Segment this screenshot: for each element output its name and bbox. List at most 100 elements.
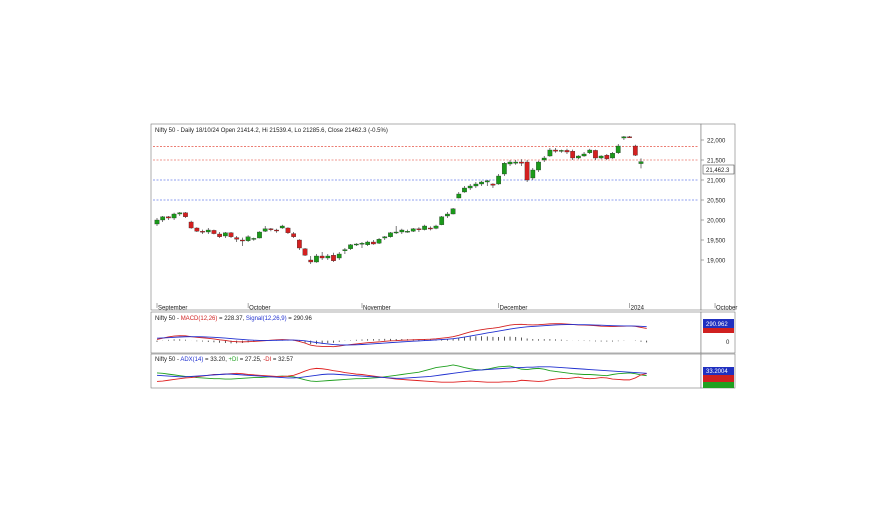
candle-body-44 bbox=[405, 231, 410, 233]
candle-body-6 bbox=[188, 221, 194, 229]
candle-body-22 bbox=[279, 225, 285, 229]
candle-body-70 bbox=[553, 149, 558, 152]
chart-title: Nifty 50 - Daily 18/10/24 Open 21414.2, … bbox=[155, 128, 388, 134]
candle-body-27 bbox=[308, 259, 314, 263]
adx-title-prefix: Nifty 50 - bbox=[155, 357, 180, 363]
candle-body-34 bbox=[348, 244, 353, 249]
y-tick-label-0: 22,000 bbox=[707, 139, 726, 145]
candle-body-49 bbox=[433, 225, 439, 229]
macd-title-value: = 228.37, bbox=[217, 316, 246, 322]
candle-body-30 bbox=[325, 255, 331, 259]
macd-value-tag bbox=[703, 319, 734, 328]
candle-body-83 bbox=[627, 136, 632, 138]
candle-body-65 bbox=[524, 161, 530, 181]
pdi-title-value: = 27.25, bbox=[238, 357, 263, 363]
candle-body-58 bbox=[484, 180, 490, 183]
candle-body-2 bbox=[166, 216, 171, 219]
candle-body-1 bbox=[160, 216, 166, 221]
candle-body-39 bbox=[376, 239, 382, 244]
candle-body-46 bbox=[416, 228, 422, 230]
pdi-title-name: +DI bbox=[229, 357, 239, 363]
candle-body-76 bbox=[587, 149, 593, 153]
y-tick-label-6: 19,000 bbox=[707, 259, 726, 265]
candle-body-13 bbox=[228, 232, 234, 237]
signal-title-value: = 290.96 bbox=[287, 316, 313, 322]
candle-body-59 bbox=[490, 183, 496, 186]
mdi-line bbox=[156, 367, 647, 383]
candle-body-85 bbox=[638, 161, 644, 164]
mdi-title-value: = 32.57 bbox=[271, 357, 294, 363]
candle-body-19 bbox=[262, 228, 268, 232]
y-tick-label-4: 20,000 bbox=[707, 219, 726, 225]
candle-body-74 bbox=[576, 155, 581, 159]
price-axis-frame bbox=[700, 123, 736, 311]
candle-body-25 bbox=[297, 239, 302, 249]
candle-body-54 bbox=[462, 187, 467, 193]
candle-body-16 bbox=[245, 236, 251, 241]
x-tick-label-1: October bbox=[249, 306, 270, 312]
last-price-tag bbox=[702, 164, 735, 175]
candle-body-60 bbox=[496, 175, 501, 185]
candle-body-0 bbox=[154, 219, 160, 225]
candle-body-8 bbox=[200, 231, 205, 233]
candle-body-69 bbox=[547, 149, 553, 157]
candle-body-62 bbox=[507, 161, 513, 165]
candle-body-78 bbox=[598, 155, 604, 159]
candle-body-20 bbox=[268, 228, 274, 230]
candle-body-79 bbox=[604, 155, 610, 159]
svg-text:Nifty 50 - MACD(12,26) = 228.3: Nifty 50 - MACD(12,26) = 228.37, Signal(… bbox=[155, 316, 312, 322]
pdi-line bbox=[156, 364, 647, 382]
candle-body-36 bbox=[359, 243, 365, 245]
candle-body-17 bbox=[251, 238, 257, 240]
candle-body-53 bbox=[456, 193, 462, 199]
candle-body-15 bbox=[240, 239, 245, 242]
x-tick-label-0: September bbox=[158, 306, 187, 312]
candle-body-61 bbox=[501, 163, 507, 175]
adx-title-value: = 33.20, bbox=[203, 357, 228, 363]
candle-body-3 bbox=[171, 213, 177, 219]
adx-title-name: ADX(14) bbox=[180, 357, 203, 363]
candle-body-48 bbox=[427, 227, 433, 230]
candle-body-35 bbox=[353, 243, 359, 246]
macd-line bbox=[156, 323, 647, 348]
macd-value-label: 290.962 bbox=[706, 322, 728, 328]
candle-body-51 bbox=[445, 213, 450, 217]
candle-body-63 bbox=[513, 161, 519, 164]
x-tick-label-5: October bbox=[716, 306, 737, 312]
candle-body-4 bbox=[177, 212, 183, 215]
mdi-value-tag bbox=[703, 375, 734, 382]
signal-line bbox=[156, 324, 647, 346]
candle-body-42 bbox=[393, 231, 399, 234]
y-tick-label-1: 21,500 bbox=[707, 159, 726, 165]
candle-body-82 bbox=[621, 136, 627, 139]
candle-body-18 bbox=[257, 231, 262, 239]
candle-body-55 bbox=[467, 185, 473, 189]
adx-value-label: 33.2004 bbox=[706, 369, 728, 375]
macd-secondary-tag bbox=[703, 328, 734, 333]
candle-body-66 bbox=[530, 169, 536, 179]
y-tick-label-5: 19,500 bbox=[707, 239, 726, 245]
x-tick-label-4: 2024 bbox=[631, 306, 645, 312]
y-tick-label-3: 20,500 bbox=[707, 199, 726, 205]
candle-body-64 bbox=[519, 161, 524, 164]
macd-title-name: MACD(12,26) bbox=[181, 316, 218, 322]
candle-body-68 bbox=[541, 157, 547, 161]
pdi-value-tag bbox=[703, 382, 734, 388]
candle-body-10 bbox=[211, 230, 217, 234]
candle-body-52 bbox=[450, 208, 456, 215]
candle-body-31 bbox=[331, 255, 336, 261]
candle-body-72 bbox=[564, 150, 570, 153]
candle-body-80 bbox=[610, 153, 615, 159]
candle-body-75 bbox=[581, 153, 587, 157]
signal-title-name: Signal(12,26,9) bbox=[246, 316, 287, 322]
candle-body-14 bbox=[234, 237, 240, 240]
candle-body-45 bbox=[410, 228, 416, 232]
candle-body-71 bbox=[558, 150, 564, 152]
last-price-label: 21,462.3 bbox=[706, 168, 730, 174]
candle-body-26 bbox=[302, 248, 308, 256]
candle-body-56 bbox=[473, 183, 479, 187]
candle-body-67 bbox=[536, 161, 541, 171]
candle-body-47 bbox=[422, 225, 427, 230]
candle-body-73 bbox=[570, 151, 576, 159]
